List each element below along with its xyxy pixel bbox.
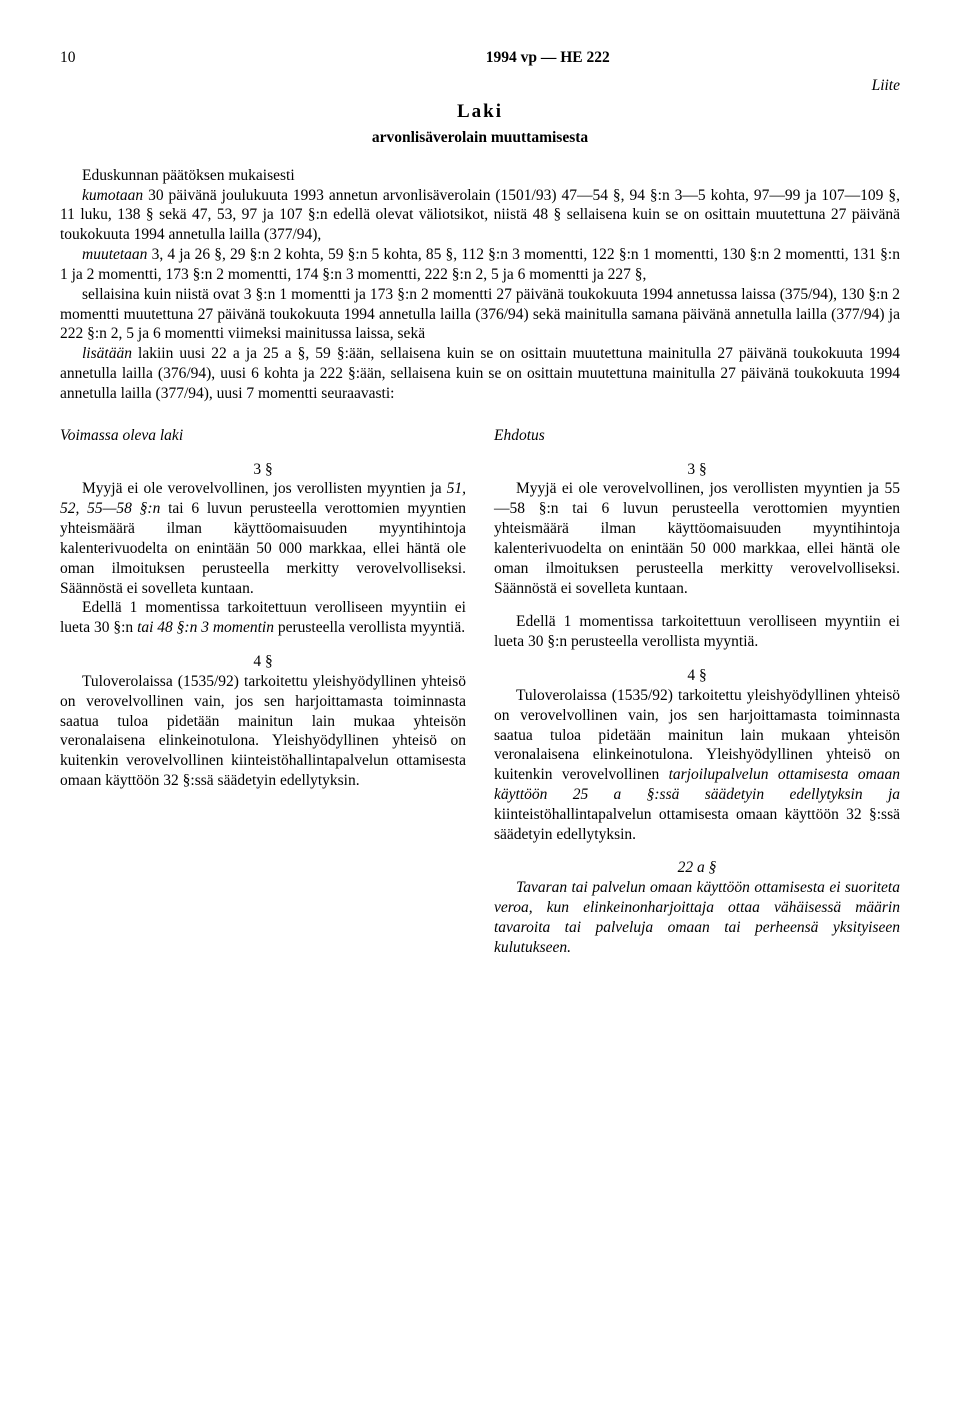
spacer — [494, 652, 900, 666]
right-s22a-p1: Tavaran tai palvelun omaan käyttöön otta… — [494, 878, 900, 957]
right-s3-p2: Edellä 1 momentissa tarkoitettuun veroll… — [494, 612, 900, 652]
left-s4-number: 4 § — [60, 652, 466, 672]
page-header: 10 1994 vp — HE 222 — [60, 48, 900, 68]
intro-line-1: Eduskunnan päätöksen mukaisesti — [60, 166, 900, 186]
left-s3-p2: Edellä 1 momentissa tarkoitettuun veroll… — [60, 598, 466, 638]
page-number: 10 — [60, 48, 76, 68]
muutetaan-rest: 3, 4 ja 26 §, 29 §:n 2 kohta, 59 §:n 5 k… — [60, 246, 900, 283]
attachment-label: Liite — [60, 76, 900, 96]
kumotaan-italic: kumotaan — [82, 187, 143, 204]
right-s22a-number: 22 a § — [494, 858, 900, 878]
intro-sellaisina: sellaisina kuin niistä ovat 3 §:n 1 mome… — [60, 285, 900, 344]
subtitle: arvonlisäverolain muuttamisesta — [60, 128, 900, 148]
spacer — [60, 638, 466, 652]
kumotaan-rest: 30 päivänä joulukuuta 1993 annetun arvon… — [60, 187, 900, 244]
left-heading: Voimassa oleva laki — [60, 426, 466, 446]
left-s3-p2b: perusteella verollista myyntiä. — [274, 619, 465, 636]
lisataan-italic: lisätään — [82, 345, 132, 362]
muutetaan-italic: muutetaan — [82, 246, 147, 263]
intro-kumotaan: kumotaan 30 päivänä joulukuuta 1993 anne… — [60, 186, 900, 245]
lisataan-rest: lakiin uusi 22 a ja 25 a §, 59 §:ään, se… — [60, 345, 900, 402]
spacer — [494, 844, 900, 858]
right-s3-p1: Myyjä ei ole verovelvollinen, jos veroll… — [494, 479, 900, 598]
main-title: Laki — [60, 100, 900, 124]
left-s3-p1a: Myyjä ei ole verovelvollinen, jos veroll… — [82, 480, 447, 497]
intro-lisataan: lisätään lakiin uusi 22 a ja 25 a §, 59 … — [60, 344, 900, 403]
left-column: Voimassa oleva laki 3 § Myyjä ei ole ver… — [60, 426, 466, 958]
right-s4-number: 4 § — [494, 666, 900, 686]
spacer — [494, 598, 900, 612]
intro-block: Eduskunnan päätöksen mukaisesti kumotaan… — [60, 166, 900, 404]
right-column: Ehdotus 3 § Myyjä ei ole verovelvollinen… — [494, 426, 900, 958]
left-s4-p1: Tuloverolaissa (1535/92) tarkoitettu yle… — [60, 672, 466, 791]
left-s3-p2-italic: tai 48 §:n 3 momentin — [137, 619, 274, 636]
right-heading: Ehdotus — [494, 426, 900, 446]
intro-muutetaan: muutetaan 3, 4 ja 26 §, 29 §:n 2 kohta, … — [60, 245, 900, 285]
left-s3-number: 3 § — [60, 460, 466, 480]
two-column-layout: Voimassa oleva laki 3 § Myyjä ei ole ver… — [60, 426, 900, 958]
right-s4-p1: Tuloverolaissa (1535/92) tarkoitettu yle… — [494, 686, 900, 845]
right-s4-p1b: kiinteistöhallintapalvelun ottamisesta o… — [494, 806, 900, 843]
right-s3-number: 3 § — [494, 460, 900, 480]
left-s3-p1: Myyjä ei ole verovelvollinen, jos veroll… — [60, 479, 466, 598]
document-reference: 1994 vp — HE 222 — [486, 48, 610, 68]
